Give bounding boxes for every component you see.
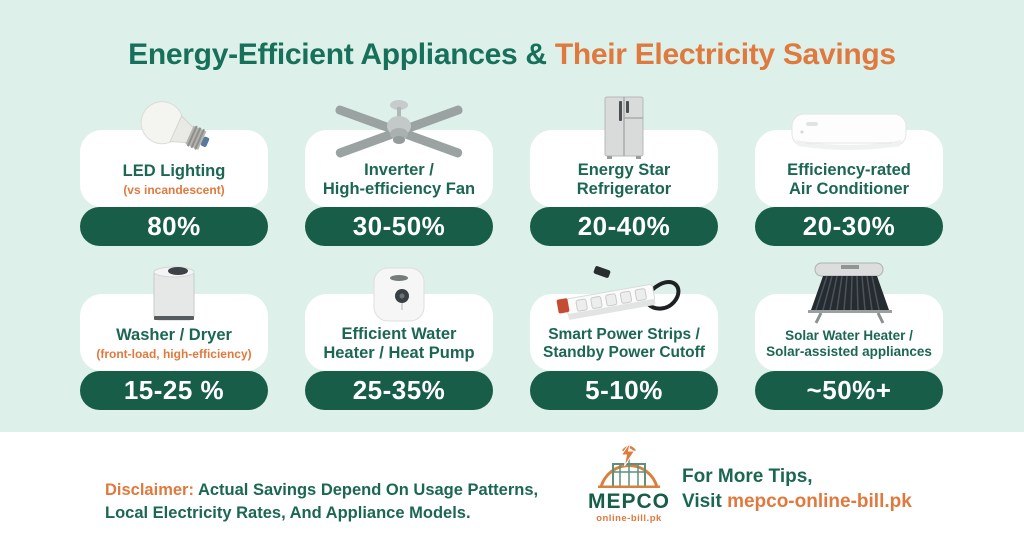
card-title-line1: Efficient Water bbox=[341, 324, 457, 343]
card-title-line1: LED Lighting bbox=[122, 161, 226, 180]
power-strip-icon bbox=[556, 266, 681, 320]
savings-badge: 30-50% bbox=[305, 207, 493, 246]
air-conditioner-image bbox=[784, 98, 914, 160]
card-body: Efficiency-rated Air Conditioner bbox=[755, 130, 943, 207]
card-body: Solar Water Heater / Solar-assisted appl… bbox=[755, 294, 943, 371]
page-title-orange: Their Electricity Savings bbox=[554, 38, 896, 71]
card-body: LED Lighting (vs incandescent) bbox=[80, 130, 268, 207]
washing-machine-icon bbox=[153, 266, 195, 321]
savings-badge: 20-30% bbox=[755, 207, 943, 246]
savings-badge: 20-40% bbox=[530, 207, 718, 246]
appliance-card-air-conditioner: Efficiency-rated Air Conditioner 20-30% bbox=[755, 98, 943, 246]
card-title-line1: Smart Power Strips / bbox=[548, 325, 700, 343]
card-title-line2: Heater / Heat Pump bbox=[323, 343, 475, 362]
led-bulb-image bbox=[129, 98, 219, 160]
appliance-card-solar-water-heater: Solar Water Heater / Solar-assisted appl… bbox=[755, 262, 943, 410]
appliance-card-water-heater: Efficient Water Heater / Heat Pump 25-35… bbox=[305, 262, 493, 410]
appliance-card-inverter-fan: Inverter / High-efficiency Fan 30-50% bbox=[305, 98, 493, 246]
disclaimer-text: Disclaimer: Actual Savings Depend On Usa… bbox=[105, 479, 585, 525]
savings-badge: ~50%+ bbox=[755, 371, 943, 410]
mepco-logo-text: MEPCO bbox=[587, 490, 670, 513]
lightning-bolt-icon bbox=[621, 442, 635, 466]
card-title-line1: Energy Star bbox=[577, 160, 671, 179]
tips-visit: Visit bbox=[682, 491, 728, 512]
website-link[interactable]: mepco-online-bill.pk bbox=[727, 491, 912, 512]
mepco-logo: MEPCO online-bill.pk bbox=[586, 442, 672, 524]
card-title-line2: Standby Power Cutoff bbox=[543, 343, 705, 361]
savings-badge: 80% bbox=[80, 207, 268, 246]
led-bulb-icon bbox=[140, 101, 210, 150]
solar-water-heater-image bbox=[801, 262, 897, 324]
appliance-card-power-strip: Smart Power Strips / Standby Power Cutof… bbox=[530, 262, 718, 410]
footer-band: Disclaimer: Actual Savings Depend On Usa… bbox=[0, 432, 1024, 547]
appliance-card-refrigerator: Energy Star Refrigerator 20-40% bbox=[530, 96, 718, 246]
power-strip-image bbox=[554, 262, 694, 324]
card-title-line2: Air Conditioner bbox=[788, 179, 910, 198]
ceiling-fan-image bbox=[329, 98, 469, 160]
refrigerator-icon bbox=[604, 96, 644, 159]
card-title-line1: Efficiency-rated bbox=[787, 160, 911, 179]
appliance-card-washer-dryer: Washer / Dryer (front-load, high-efficie… bbox=[80, 262, 268, 410]
card-title-line1: Inverter / bbox=[364, 160, 434, 179]
solar-water-heater-icon bbox=[808, 262, 892, 324]
refrigerator-image bbox=[591, 96, 657, 160]
appliance-grid: LED Lighting (vs incandescent) 80% bbox=[80, 96, 944, 410]
page-title: Energy-Efficient Appliances & Their Elec… bbox=[0, 38, 1024, 72]
mepco-logo-subtext: online-bill.pk bbox=[596, 513, 662, 524]
disclaimer-line2: Local Electricity Rates, And Appliance M… bbox=[105, 503, 471, 522]
ceiling-fan-icon bbox=[335, 100, 463, 158]
card-title-line2: Refrigerator bbox=[576, 179, 672, 198]
appliance-card-led-lighting: LED Lighting (vs incandescent) 80% bbox=[80, 98, 268, 246]
disclaimer-label: Disclaimer: bbox=[105, 480, 194, 499]
tips-line1: For More Tips, bbox=[682, 466, 813, 487]
card-title-line2: Solar-assisted appliances bbox=[766, 343, 932, 359]
water-heater-image bbox=[364, 262, 434, 324]
card-title-line2: High-efficiency Fan bbox=[322, 179, 476, 198]
washing-machine-image bbox=[141, 262, 207, 324]
tips-text: For More Tips, Visit mepco-online-bill.pk bbox=[682, 464, 912, 514]
card-subtitle: (vs incandescent) bbox=[123, 182, 225, 197]
card-title-line1: Washer / Dryer bbox=[116, 325, 232, 344]
savings-badge: 15-25 % bbox=[80, 371, 268, 410]
air-conditioner-icon bbox=[791, 113, 907, 150]
disclaimer-line1: Actual Savings Depend On Usage Patterns, bbox=[193, 480, 539, 499]
water-heater-icon bbox=[373, 267, 425, 322]
card-subtitle: (front-load, high-efficiency) bbox=[96, 346, 252, 361]
page-title-green: Energy-Efficient Appliances & bbox=[128, 38, 555, 71]
card-title-line1: Solar Water Heater / bbox=[785, 327, 913, 343]
savings-badge: 25-35% bbox=[305, 371, 493, 410]
savings-badge: 5-10% bbox=[530, 371, 718, 410]
